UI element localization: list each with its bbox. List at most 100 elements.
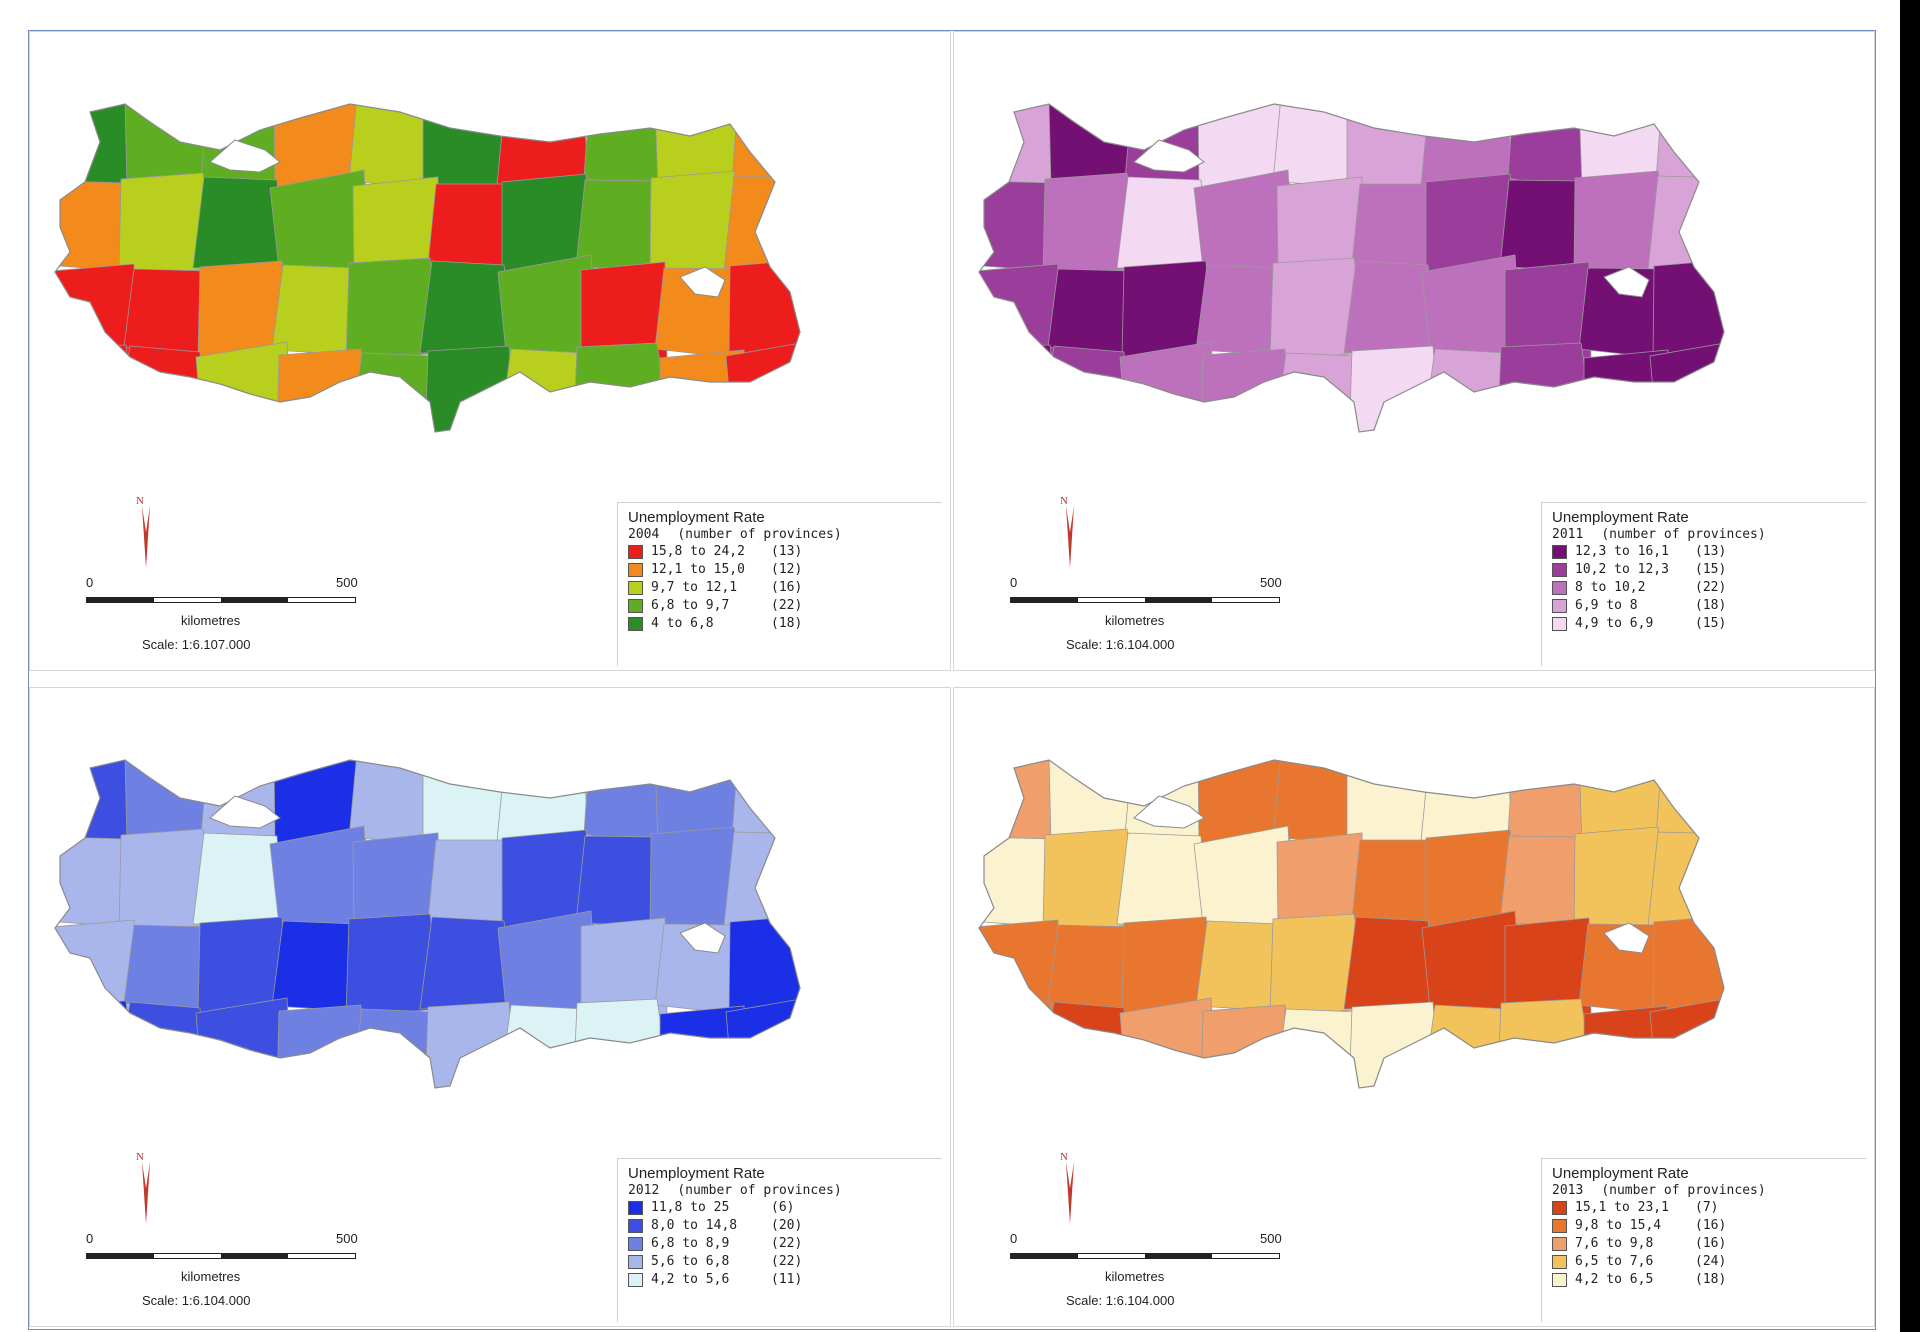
- province-region: [123, 924, 209, 1016]
- legend-row: 7,6 to 9,8 (16): [1552, 1235, 1866, 1253]
- legend-range: 11,8 to 25: [651, 1200, 730, 1215]
- legend: Unemployment Rate 2011 (number of provinc…: [1541, 502, 1866, 666]
- legend-row: 8 to 10,2 (22): [1552, 579, 1866, 597]
- legend-range: 6,8 to 9,7: [651, 598, 730, 613]
- province-region: [424, 1001, 517, 1088]
- marmara-sea: [1133, 795, 1205, 829]
- legend-row: 15,8 to 24,2 (13): [628, 543, 942, 561]
- legend-count: (16): [1695, 1218, 1727, 1233]
- province-region: [123, 268, 209, 360]
- province-region: [1420, 104, 1515, 186]
- legend-swatch: [628, 563, 643, 577]
- legend-count: (7): [1695, 1200, 1719, 1215]
- legend-year: 2011: [1552, 527, 1584, 542]
- legend: Unemployment Rate 2013 (number of provinc…: [1541, 1158, 1866, 1322]
- legend-range: 9,8 to 15,4: [1575, 1218, 1662, 1233]
- province-region: [350, 1008, 436, 1088]
- legend-swatch: [1552, 599, 1567, 613]
- legend-title: Unemployment Rate: [1552, 1165, 1689, 1182]
- province-region: [1200, 1004, 1286, 1088]
- province-region: [1200, 348, 1286, 432]
- province-region: [1420, 760, 1515, 842]
- scale-max: 500: [336, 575, 358, 590]
- province-region: [276, 348, 362, 432]
- north-label: N: [1060, 1151, 1068, 1163]
- north-arrow-icon: N: [136, 1151, 150, 1224]
- province-region: [1422, 348, 1510, 432]
- province-region: [1655, 760, 1724, 846]
- legend-year: 2013: [1552, 1183, 1584, 1198]
- legend-swatch: [1552, 563, 1567, 577]
- legend-row: 4 to 6,8 (18): [628, 615, 942, 633]
- province-region: [115, 1001, 207, 1088]
- scale-unit: kilometres: [181, 1269, 241, 1284]
- scale-max: 500: [1260, 575, 1282, 590]
- province-region: [979, 836, 1054, 928]
- legend: Unemployment Rate 2012 (number of provinc…: [617, 1158, 942, 1322]
- legend-count: (22): [771, 1254, 803, 1269]
- legend-range: 10,2 to 12,3: [1575, 562, 1669, 577]
- legend-swatch: [1552, 1273, 1567, 1287]
- scale-max: 500: [336, 1231, 358, 1246]
- province-region: [271, 920, 358, 1012]
- province-region: [1047, 924, 1133, 1016]
- legend-range: 8,0 to 14,8: [651, 1218, 738, 1233]
- scale-zero: 0: [1010, 575, 1018, 590]
- legend-range: 4 to 6,8: [651, 616, 714, 631]
- province-region: [195, 997, 293, 1088]
- legend-count: (24): [1695, 1254, 1727, 1269]
- legend-count: (16): [771, 580, 803, 595]
- province-region: [424, 345, 517, 432]
- province-region: [723, 831, 800, 927]
- province-region: [1649, 995, 1724, 1088]
- lake-van: [1603, 922, 1650, 954]
- legend-row: 4,9 to 6,9 (15): [1552, 615, 1866, 633]
- figure-frame: N 0 500 kilometres Scale: 1:6.107.000 Un…: [28, 30, 1876, 1330]
- map-panel-2012: N 0 500 kilometres Scale: 1:6.104.000 Un…: [29, 687, 951, 1327]
- legend-count: (20): [771, 1218, 803, 1233]
- legend-range: 6,8 to 8,9: [651, 1236, 730, 1251]
- legend-row: 10,2 to 12,3 (15): [1552, 561, 1866, 579]
- province-region: [498, 1004, 586, 1088]
- legend-swatch: [1552, 1255, 1567, 1269]
- province-region: [1274, 1008, 1360, 1088]
- legend-range: 15,1 to 23,1: [1575, 1200, 1669, 1215]
- legend-subtitle: (number of provinces): [1601, 527, 1766, 542]
- legend-count: (12): [771, 562, 803, 577]
- legend-title: Unemployment Rate: [628, 1165, 765, 1182]
- province-region: [1496, 998, 1596, 1088]
- province-region: [572, 342, 672, 432]
- legend-count: (18): [1695, 1272, 1727, 1287]
- legend-row: 5,6 to 6,8 (22): [628, 1253, 942, 1271]
- province-region: [1655, 104, 1724, 190]
- north-label: N: [136, 1151, 144, 1163]
- legend-swatch: [628, 1201, 643, 1215]
- legend-swatch: [628, 1237, 643, 1251]
- legend-row: 11,8 to 25 (6): [628, 1199, 942, 1217]
- province-region: [1274, 352, 1360, 432]
- legend-row: 6,9 to 8 (18): [1552, 597, 1866, 615]
- legend-count: (11): [771, 1272, 803, 1287]
- legend-title: Unemployment Rate: [1552, 509, 1689, 526]
- province-region: [979, 180, 1054, 272]
- province-region: [1195, 920, 1282, 1012]
- turkey-choropleth-2012: [54, 759, 801, 1089]
- map-panel-2004: N 0 500 kilometres Scale: 1:6.107.000 Un…: [29, 31, 951, 671]
- legend-subtitle: (number of provinces): [677, 1183, 842, 1198]
- country-outline: [54, 759, 801, 1089]
- province-region: [276, 1004, 362, 1088]
- legend-range: 8 to 10,2: [1575, 580, 1646, 595]
- legend-range: 9,7 to 12,1: [651, 580, 738, 595]
- lake-van: [679, 266, 726, 298]
- province-region: [427, 839, 513, 931]
- province-region: [1119, 997, 1217, 1088]
- scale-text: Scale: 1:6.104.000: [142, 1293, 251, 1308]
- window-edge: [1900, 0, 1920, 1332]
- province-region: [55, 836, 130, 928]
- turkey-choropleth-2004: [54, 103, 801, 433]
- north-arrow-icon: N: [1060, 1151, 1074, 1224]
- legend-range: 5,6 to 6,8: [651, 1254, 730, 1269]
- province-region: [723, 175, 800, 271]
- marmara-sea: [1133, 139, 1205, 173]
- legend-range: 4,2 to 5,6: [651, 1272, 730, 1287]
